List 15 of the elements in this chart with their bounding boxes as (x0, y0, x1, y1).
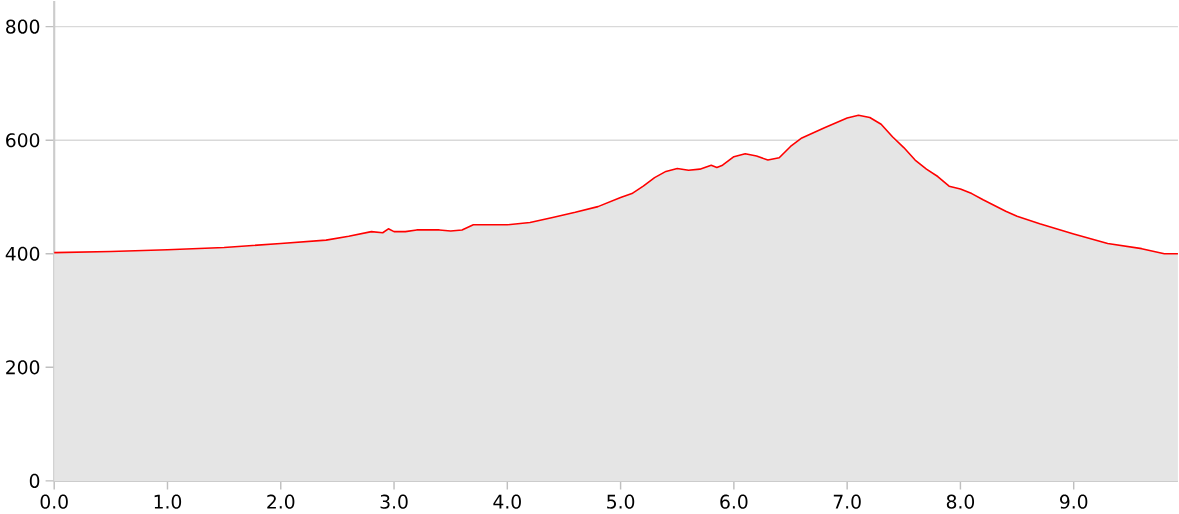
x-tick-label: 7.0 (833, 494, 861, 509)
x-tick-label: 5.0 (607, 494, 635, 509)
x-tick-label: 2.0 (267, 494, 295, 509)
y-tick-label: 800 (6, 19, 40, 34)
x-tick-label: 0.0 (40, 494, 68, 509)
x-tick-label: 8.0 (946, 494, 975, 509)
x-tick-label: 6.0 (720, 494, 748, 509)
x-tick-label: 9.0 (1060, 494, 1088, 509)
y-tick-label: 0 (29, 474, 40, 489)
x-tick-label: 3.0 (380, 494, 408, 509)
y-tick-label: 200 (6, 360, 40, 375)
y-tick-label: 400 (5, 246, 40, 262)
x-tick-label: 1.0 (154, 494, 182, 509)
x-tick-label: 4.0 (493, 494, 521, 509)
y-tick-label: 600 (6, 133, 40, 148)
